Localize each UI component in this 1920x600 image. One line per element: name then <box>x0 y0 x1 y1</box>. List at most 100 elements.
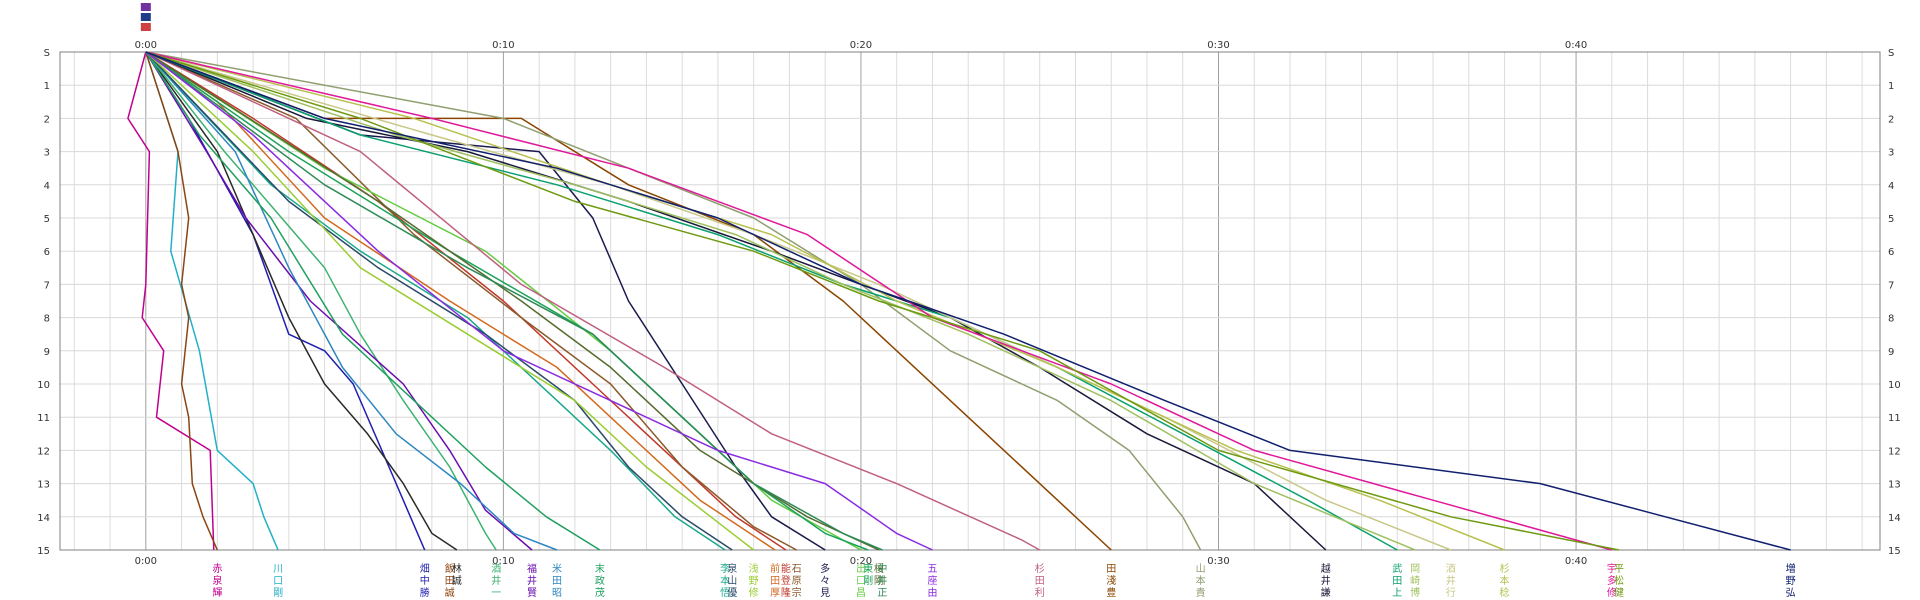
series-line <box>145 51 787 551</box>
series-name-label: 林誠 <box>452 562 462 587</box>
series-line <box>145 51 533 551</box>
series-name-label: 飯田誠 <box>445 562 455 599</box>
series-name-label: 米田昭 <box>552 562 562 599</box>
series-name-label: 東剛 <box>863 562 873 587</box>
x-tick-label-top: 0:00 <box>135 40 157 51</box>
series-name-label: 岡崎博 <box>1410 563 1420 599</box>
y-tick-label-right: 10 <box>1888 380 1901 391</box>
series-line <box>145 51 869 551</box>
series-name-label: 宇多修 <box>1607 562 1617 599</box>
x-tick-label-top: 0:30 <box>1207 40 1229 51</box>
series-line <box>145 51 1505 551</box>
series-line <box>145 51 776 551</box>
y-tick-label-left: 9 <box>44 347 50 358</box>
series-name-label: 増野弘 <box>1786 562 1796 599</box>
series-name-label: 酒井一 <box>491 563 501 599</box>
series-name-label: 石原宗 <box>792 564 802 599</box>
series-name-label: 浅野修 <box>749 562 759 599</box>
y-tick-label-right: 12 <box>1888 446 1901 457</box>
series-line <box>145 51 1202 551</box>
y-tick-label-left: 8 <box>44 314 50 325</box>
start-marker <box>140 3 151 11</box>
x-tick-label-top: 0:40 <box>1565 40 1587 51</box>
series-name-label: 李本悟 <box>720 562 730 599</box>
x-tick-label-bottom: 0:30 <box>1207 556 1229 567</box>
series-line <box>145 51 497 551</box>
series-line <box>127 51 215 551</box>
series-name-label: 福井賢 <box>527 562 537 599</box>
series-name-label: 酒井行 <box>1446 563 1456 599</box>
y-tick-label-right: 7 <box>1888 280 1894 291</box>
series-line <box>145 51 279 551</box>
series-line <box>145 51 218 551</box>
y-tick-label-right: 4 <box>1888 181 1894 192</box>
y-tick-label-left: 1 <box>44 81 50 92</box>
y-tick-label-right: S <box>1888 48 1894 59</box>
y-tick-label-right: 6 <box>1888 247 1894 258</box>
series-name-label: 能登隆 <box>781 562 791 599</box>
y-tick-label-left: 11 <box>37 413 50 424</box>
series-name-label: 越井謙 <box>1321 562 1331 599</box>
y-tick-label-left: 4 <box>44 181 50 192</box>
y-tick-label-right: 1 <box>1888 81 1894 92</box>
series-name-label: 畑中勝 <box>420 562 430 599</box>
start-marker <box>140 23 151 31</box>
series-line <box>145 51 797 551</box>
x-tick-label-bottom: 0:10 <box>492 556 514 567</box>
x-tick-label-bottom: 0:00 <box>135 556 157 567</box>
y-tick-label-right: 14 <box>1888 513 1901 524</box>
series-name-label: 前田厚 <box>770 562 780 599</box>
series-name-label: 中井正 <box>877 562 887 599</box>
series-line <box>145 51 558 551</box>
y-tick-label-right: 8 <box>1888 314 1894 325</box>
series-line <box>145 51 1398 551</box>
series-name-label: 赤泉輝 <box>212 563 222 599</box>
series-line <box>145 51 1452 551</box>
series-name-label: 末政茂 <box>595 562 605 599</box>
series-name-label: 杉田利 <box>1035 562 1045 599</box>
y-tick-label-right: 5 <box>1888 214 1894 225</box>
series-name-label: 武田上 <box>1392 562 1402 599</box>
series-name-label: 多々見 <box>820 562 830 599</box>
series-lines <box>127 51 1791 551</box>
series-name-label: 出口昌 <box>856 562 866 599</box>
series-line <box>145 51 1620 551</box>
y-tick-label-right: 3 <box>1888 148 1894 159</box>
series-name-label: 杉本稔 <box>1500 562 1510 599</box>
series-line <box>145 51 755 551</box>
series-line <box>145 51 933 551</box>
plot-frame <box>59 51 1881 551</box>
y-tick-label-left: 12 <box>37 446 50 457</box>
series-name-label: 榎剛 <box>874 562 884 587</box>
series-line <box>145 51 826 551</box>
y-tick-label-left: 3 <box>44 148 50 159</box>
y-tick-label-left: 6 <box>44 247 50 258</box>
series-line <box>145 51 1112 551</box>
y-tick-label-left: 7 <box>44 280 50 291</box>
y-tick-label-right: 15 <box>1888 546 1901 557</box>
y-tick-label-right: 13 <box>1888 480 1901 491</box>
series-line <box>145 51 601 551</box>
series-name-label: 五座由 <box>927 564 937 599</box>
series-line <box>145 51 458 551</box>
y-tick-label-left: 13 <box>37 480 50 491</box>
series-line <box>145 51 1416 551</box>
chart-grid <box>60 51 1880 551</box>
series-name-label: 川口剛 <box>273 564 283 599</box>
y-tick-label-left: 10 <box>37 380 50 391</box>
y-tick-label-left: 5 <box>44 214 50 225</box>
x-tick-label-bottom: 0:20 <box>850 556 872 567</box>
y-tick-label-left: S <box>44 48 50 59</box>
y-tick-label-left: 14 <box>37 513 50 524</box>
series-name-label: 田淺豊 <box>1106 564 1116 599</box>
series-line <box>145 51 726 551</box>
series-line <box>145 51 733 551</box>
series-line <box>145 51 1791 551</box>
start-marker <box>140 13 151 21</box>
x-tick-label-bottom: 0:40 <box>1565 556 1587 567</box>
series-line <box>145 51 1041 551</box>
x-tick-label-top: 0:20 <box>850 40 872 51</box>
x-tick-label-top: 0:10 <box>492 40 514 51</box>
